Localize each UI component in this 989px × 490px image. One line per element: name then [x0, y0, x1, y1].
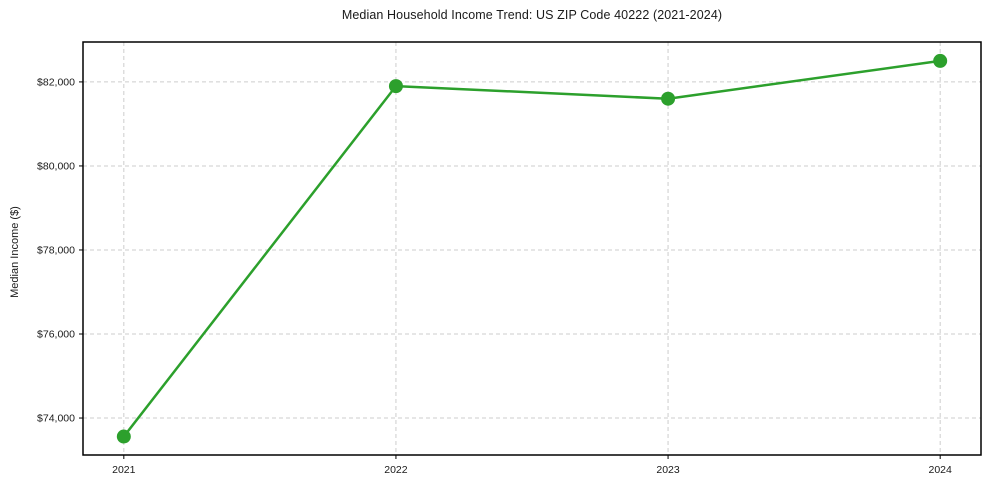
x-tick-label: 2023	[656, 464, 680, 476]
grid-layer	[83, 42, 981, 455]
y-axis-label-text: Median Income ($)	[9, 206, 21, 298]
x-tick-label: 2021	[112, 464, 136, 476]
y-tick-label: $76,000	[37, 328, 75, 340]
data-point	[388, 79, 403, 94]
x-tick-label: 2024	[929, 464, 953, 476]
data-line	[122, 59, 942, 438]
y-tick-label: $80,000	[37, 160, 75, 172]
y-tick-label: $82,000	[37, 76, 75, 88]
y-tick-label: $78,000	[37, 244, 75, 256]
chart-title: Median Household Income Trend: US ZIP Co…	[341, 8, 723, 22]
series-layer	[116, 53, 948, 444]
tick-layer: $74,000 $76,000 $78,000 $80,000 $82,000 2021 2…	[37, 76, 952, 476]
data-point	[661, 91, 676, 106]
data-point	[116, 429, 131, 444]
y-tick-label: $74,000	[37, 413, 75, 425]
x-tick-label: 2022	[384, 464, 408, 476]
data-point	[933, 53, 948, 68]
plot-border	[82, 41, 982, 456]
